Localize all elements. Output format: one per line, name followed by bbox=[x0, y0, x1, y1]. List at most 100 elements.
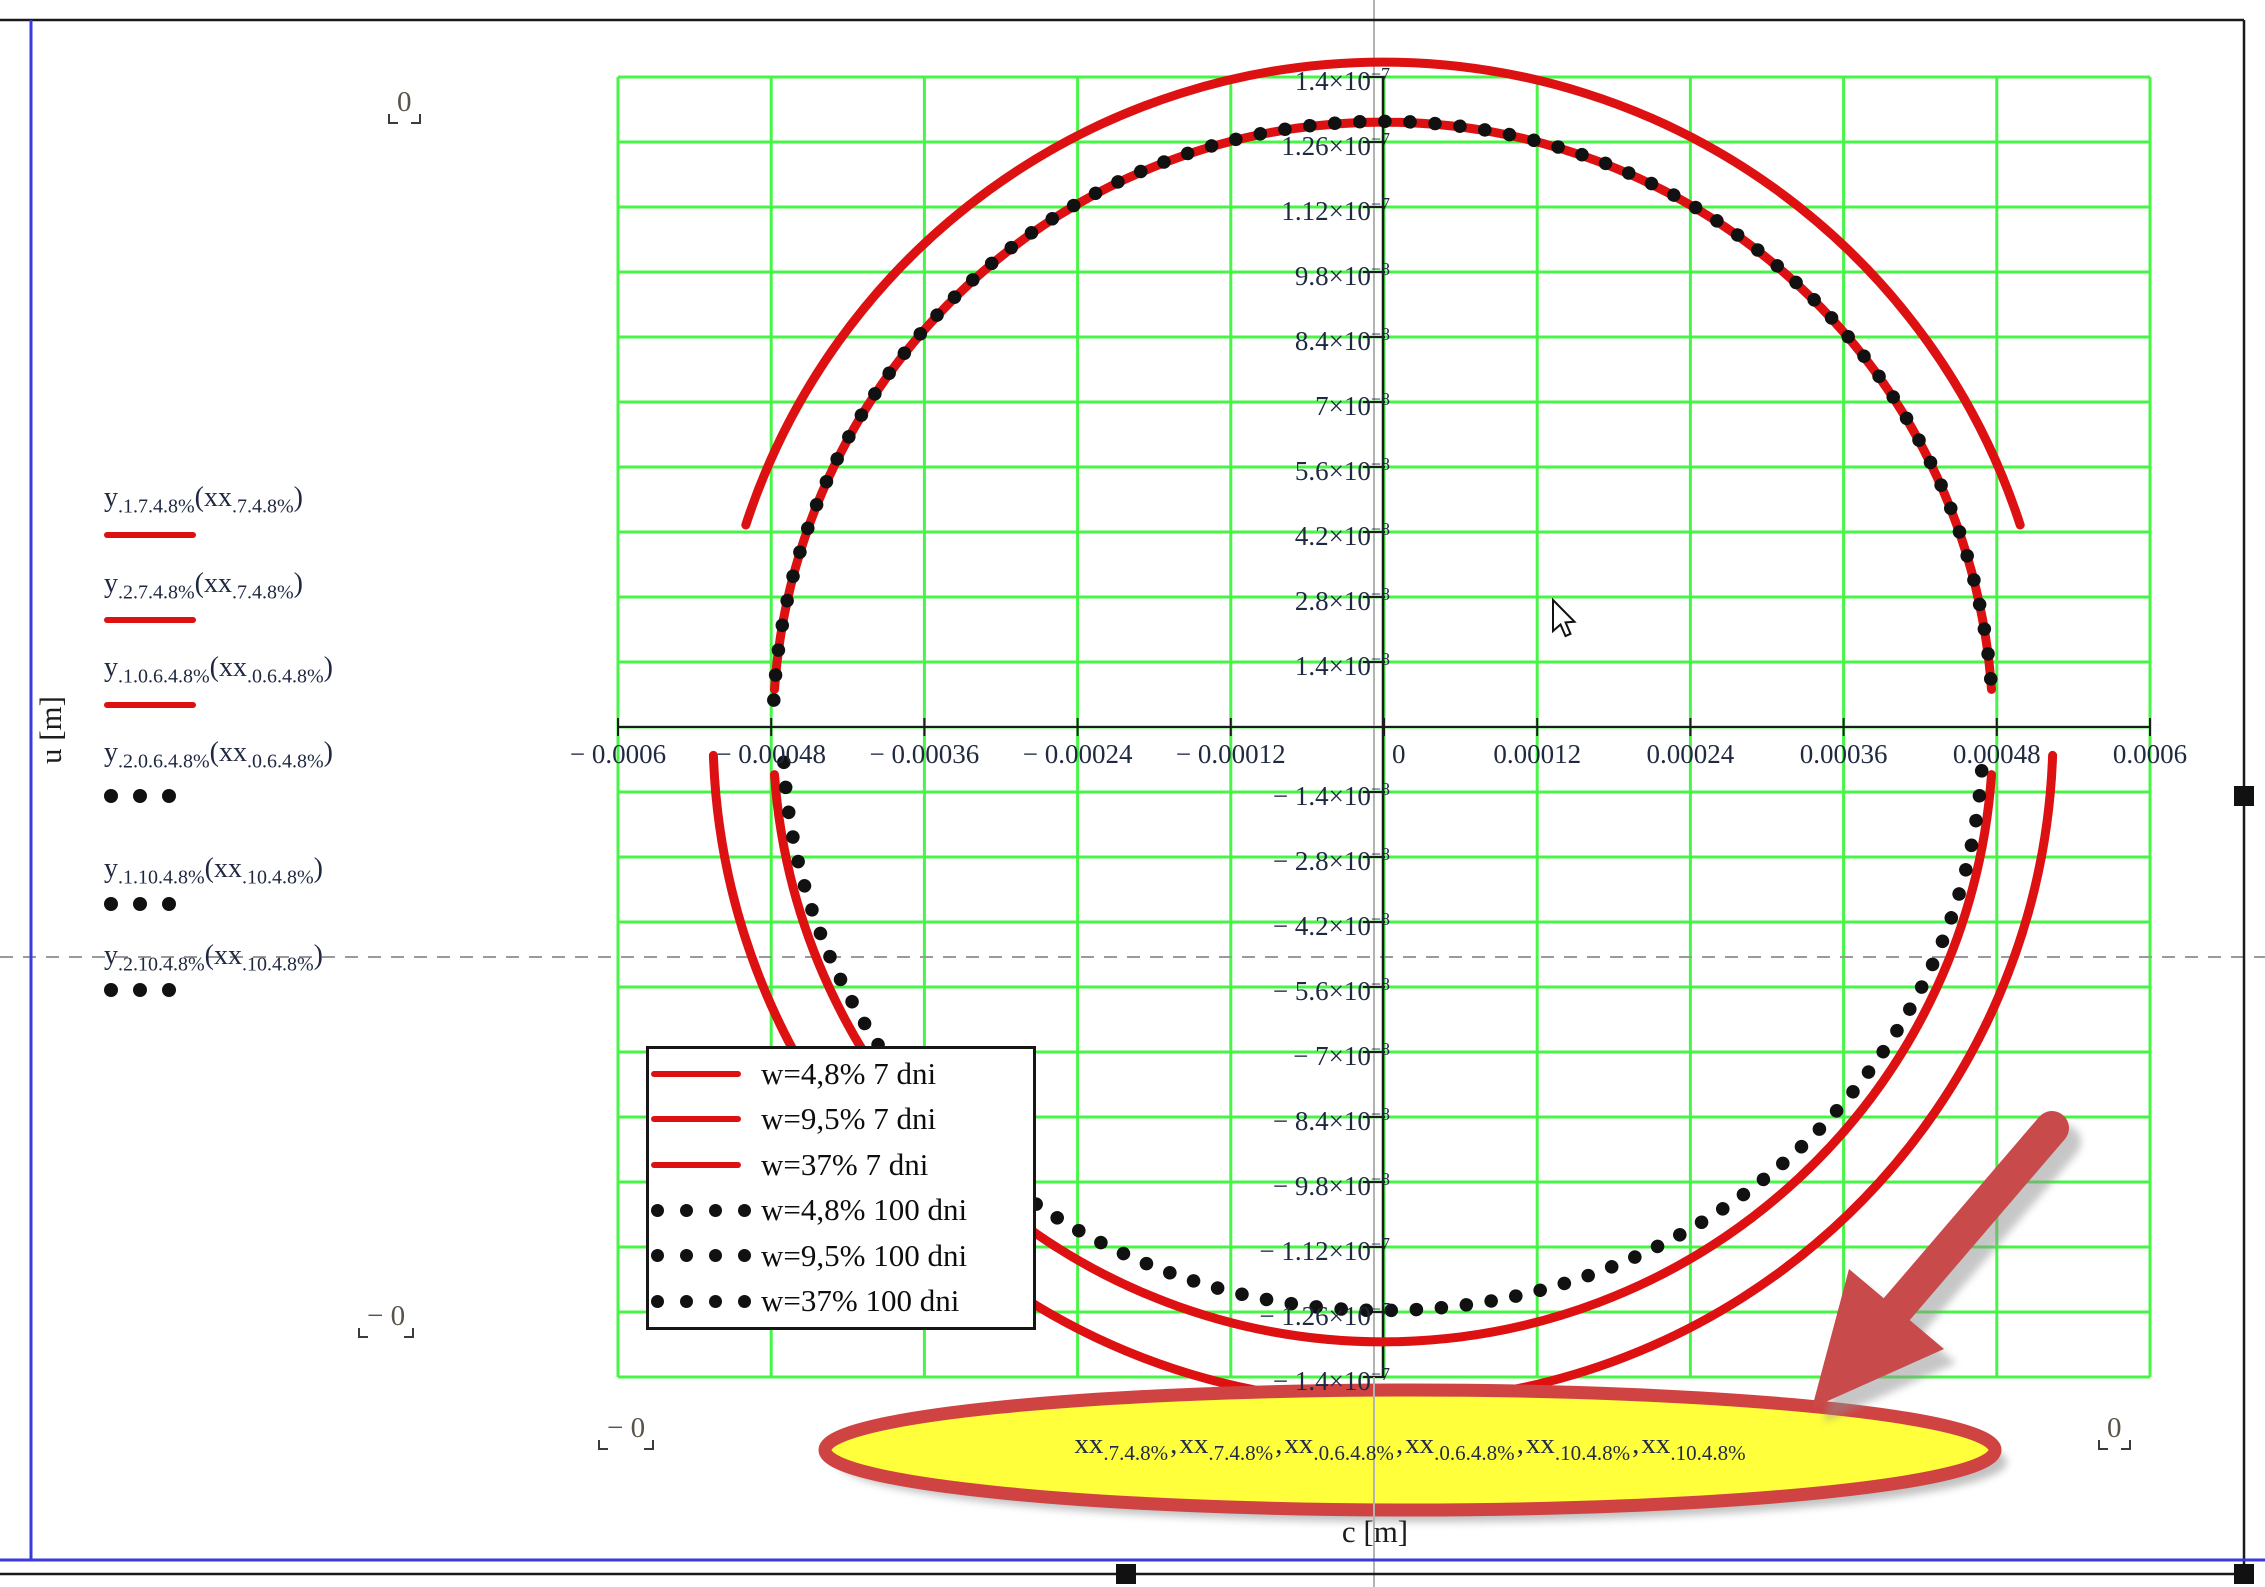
y-tick-label: − 2.8×10−8 bbox=[1272, 844, 1390, 876]
legend-label: w=37% 100 dni bbox=[761, 1283, 960, 1319]
highlight-term: xx.10.4.8% bbox=[1525, 1428, 1631, 1465]
y-tick-label: 2.8×10−8 bbox=[1294, 584, 1390, 616]
legend-marker-dots bbox=[651, 1203, 751, 1217]
legend-row: w=9,5% 7 dni bbox=[651, 1097, 1033, 1143]
highlight-separator: , bbox=[1516, 1428, 1524, 1460]
y-tick-label: 1.4×10−8 bbox=[1294, 649, 1390, 681]
y-tick-label: 7×10−8 bbox=[1315, 389, 1390, 421]
x-tick-label: − 0.00048 bbox=[716, 739, 827, 769]
highlight-term: xx.10.4.8% bbox=[1641, 1428, 1746, 1465]
y-tick-label: − 1.4×10−8 bbox=[1272, 779, 1390, 811]
x-tick-label: − 0.0006 bbox=[569, 739, 667, 769]
legend-row: w=37% 7 dni bbox=[651, 1142, 1033, 1188]
legend-label: w=9,5% 100 dni bbox=[761, 1237, 968, 1273]
x-tick-label: − 0.00024 bbox=[1022, 739, 1133, 769]
trace-expression[interactable]: y.2.10.4.8%(xx.10.4.8%) bbox=[104, 940, 323, 976]
legend-marker-red-line bbox=[651, 1161, 741, 1168]
arrow-shaft bbox=[1873, 1111, 2069, 1334]
resize-handle-right[interactable] bbox=[2234, 786, 2254, 806]
legend-marker-red-line bbox=[651, 1116, 741, 1123]
trace-expression[interactable]: y.1.10.4.8%(xx.10.4.8%) bbox=[104, 853, 323, 889]
axis-limit-placeholder-mid-left[interactable]: − 0 bbox=[358, 1300, 415, 1338]
y-tick-label: − 8.4×10−8 bbox=[1272, 1104, 1390, 1136]
highlight-term: xx.7.4.8% bbox=[1179, 1428, 1274, 1465]
x-axis-title: c [m] bbox=[1341, 1514, 1409, 1549]
trace-expression[interactable]: y.2.7.4.8%(xx.7.4.8%) bbox=[104, 568, 303, 604]
axis-limit-placeholder-bottom-left[interactable]: − 0 bbox=[598, 1412, 655, 1450]
legend-marker bbox=[651, 1203, 753, 1217]
x-tick-label: 0.00048 bbox=[1952, 739, 2041, 769]
y-tick-label: 4.2×10−8 bbox=[1294, 519, 1390, 551]
legend-marker bbox=[651, 1249, 753, 1263]
trace-expression[interactable]: y.1.7.4.8%(xx.7.4.8%) bbox=[104, 482, 303, 518]
highlight-term: xx.0.6.4.8% bbox=[1284, 1428, 1394, 1465]
y-tick-label: − 5.6×10−8 bbox=[1272, 974, 1390, 1006]
legend-box: w=4,8% 7 dni w=9,5% 7 dni w=37% 7 dni w=… bbox=[646, 1046, 1036, 1330]
resize-handle-corner[interactable] bbox=[2234, 1564, 2254, 1584]
trace-red-outer-upper bbox=[741, 57, 2025, 530]
legend-label: w=4,8% 100 dni bbox=[761, 1192, 968, 1228]
y-tick-label: 9.8×10−8 bbox=[1294, 259, 1390, 291]
resize-handle-bottom[interactable] bbox=[1116, 1564, 1136, 1584]
trace-marker-dots bbox=[104, 983, 176, 997]
trace-expression[interactable]: y.1.0.6.4.8%(xx.0.6.4.8%) bbox=[104, 652, 333, 688]
y-tick-label: 8.4×10−8 bbox=[1294, 324, 1390, 356]
y-tick-label: − 4.2×10−8 bbox=[1272, 909, 1390, 941]
arrow-head bbox=[1812, 1269, 1944, 1408]
guide-lines bbox=[0, 0, 2265, 1377]
trace-marker-red-line bbox=[104, 702, 196, 708]
y-tick-label: 1.26×10−7 bbox=[1281, 129, 1390, 161]
x-tick-label: − 0.00012 bbox=[1175, 739, 1286, 769]
highlight-term: xx.0.6.4.8% bbox=[1405, 1428, 1515, 1465]
highlight-ellipse bbox=[818, 1383, 2002, 1517]
y-tick-label: − 1.4×10−7 bbox=[1272, 1364, 1390, 1396]
y-tick-label: − 7×10−8 bbox=[1293, 1039, 1390, 1071]
legend-row: w=37% 100 dni bbox=[651, 1279, 1033, 1325]
legend-marker bbox=[651, 1116, 753, 1123]
trace-expression[interactable]: y.2.0.6.4.8%(xx.0.6.4.8%) bbox=[104, 737, 333, 773]
highlight-separator: , bbox=[1170, 1428, 1178, 1460]
x-tick-label: 0.00024 bbox=[1646, 739, 1735, 769]
highlight-separator: , bbox=[1395, 1428, 1404, 1460]
origin-tick-label: 0 bbox=[1392, 739, 1406, 769]
y-tick-label: − 9.8×10−8 bbox=[1272, 1169, 1390, 1201]
highlight-term: xx.7.4.8% bbox=[1074, 1428, 1169, 1465]
x-tick-label: 0.00036 bbox=[1799, 739, 1888, 769]
x-tick-label: 0.00012 bbox=[1493, 739, 1582, 769]
trace-marker-dots bbox=[104, 789, 176, 803]
legend-row: w=9,5% 100 dni bbox=[651, 1233, 1033, 1279]
x-tick-label: 0.0006 bbox=[2112, 739, 2188, 769]
highlight-separator: , bbox=[1632, 1428, 1640, 1460]
axis-limit-placeholder-bottom-right[interactable]: 0 bbox=[2098, 1412, 2131, 1450]
annotation-arrow-group bbox=[1812, 1111, 2081, 1422]
legend-marker bbox=[651, 1070, 753, 1077]
mouse-cursor bbox=[1552, 597, 1577, 638]
legend-label: w=4,8% 7 dni bbox=[761, 1055, 937, 1091]
highlighted-expression[interactable]: xx.7.4.8%,xx.7.4.8%,xx.0.6.4.8%,xx.0.6.4… bbox=[790, 1428, 2030, 1466]
trace-dotted-lower bbox=[777, 755, 1989, 1318]
highlight-ellipse-group bbox=[818, 1377, 2007, 1587]
legend-row: w=4,8% 7 dni bbox=[651, 1051, 1033, 1097]
legend-marker-dots bbox=[651, 1294, 751, 1308]
selection-frame bbox=[0, 18, 2265, 1584]
legend-row: w=4,8% 100 dni bbox=[651, 1188, 1033, 1234]
y-axis-title: u [m] bbox=[33, 696, 68, 765]
arrow-shadow bbox=[1885, 1125, 2081, 1348]
y-tick-label: − 1.26×10−7 bbox=[1259, 1299, 1390, 1331]
axis-limit-placeholder-top-left[interactable]: 0 bbox=[388, 86, 421, 124]
y-tick-label: 5.6×10−8 bbox=[1294, 454, 1390, 486]
trace-marker-dots bbox=[104, 897, 176, 911]
highlight-separator: , bbox=[1275, 1428, 1283, 1460]
trace-dotted-upper bbox=[767, 114, 1999, 707]
y-tick-label: − 1.12×10−7 bbox=[1259, 1234, 1390, 1266]
legend-marker-red-line bbox=[651, 1070, 741, 1077]
axes bbox=[617, 76, 2151, 1378]
y-tick-label: 1.12×10−7 bbox=[1281, 194, 1390, 226]
y-tick-label: 1.4×10−7 bbox=[1294, 64, 1390, 96]
legend-label: w=37% 7 dni bbox=[761, 1146, 929, 1182]
trace-marker-red-line bbox=[104, 617, 196, 623]
x-tick-label: − 0.00036 bbox=[869, 739, 980, 769]
cursor-arrow-icon bbox=[1552, 597, 1577, 638]
